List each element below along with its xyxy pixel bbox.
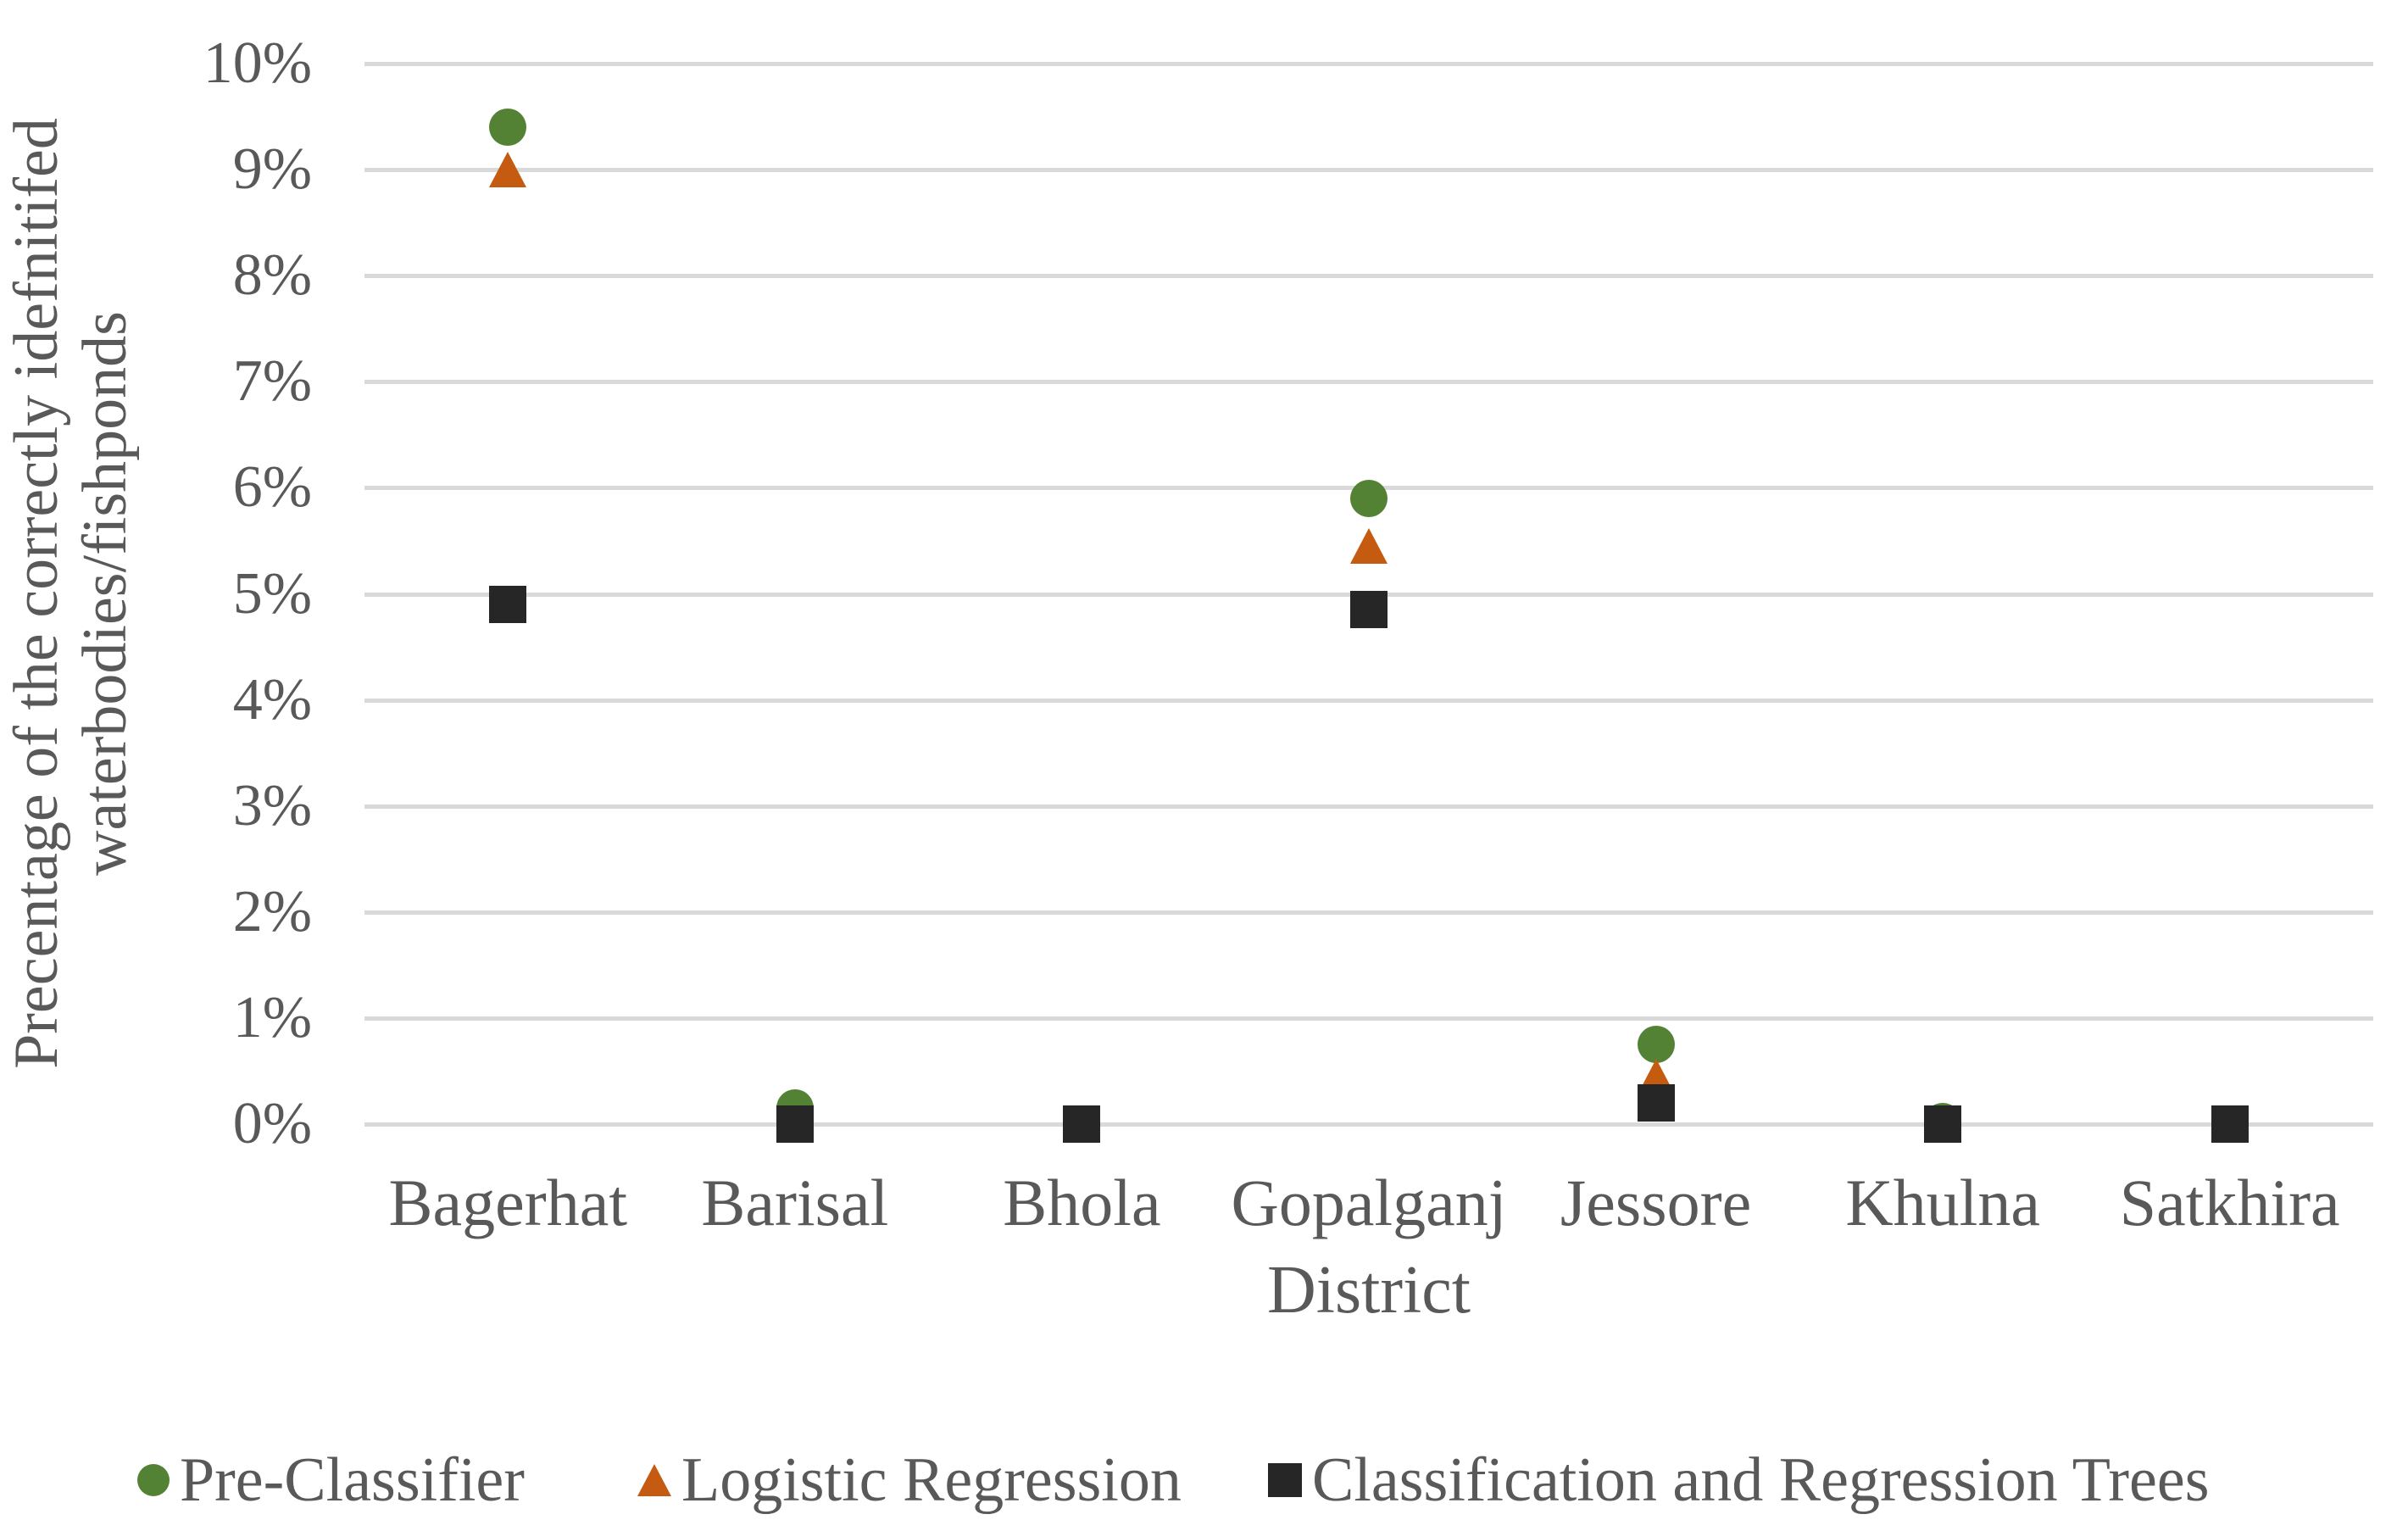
legend-label: Classification and Regression Trees (1312, 1445, 2210, 1515)
gridline-2 (364, 910, 2373, 915)
legend-square-icon (1268, 1463, 1302, 1497)
y-tick-8: 8% (232, 242, 312, 309)
x-label-satkhira: Satkhira (2119, 1166, 2340, 1239)
y-tick-0: 0% (232, 1091, 312, 1156)
x-label-gopalganj: Gopalganj (1231, 1166, 1507, 1239)
x-label-jessore: Jessore (1560, 1166, 1752, 1239)
point-logistic-regression-bagerhat (489, 152, 527, 188)
y-tick-4: 4% (232, 666, 312, 732)
y-tick-10: 10% (203, 31, 312, 96)
x-label-bhola: Bhola (1003, 1166, 1161, 1239)
plot-area (364, 62, 2373, 1143)
gridline-7 (364, 380, 2373, 385)
point-pre-classifier-jessore (1637, 1026, 1675, 1064)
y-tick-7: 7% (232, 348, 312, 415)
y-tick-2: 2% (232, 878, 312, 944)
point-pre-classifier-bagerhat (489, 109, 527, 147)
point-classification-and-regression-trees-gopalganj (1350, 591, 1388, 629)
legend-item-logistic-regression: Logistic Regression (637, 1446, 1182, 1514)
point-classification-and-regression-trees-bhola (1063, 1105, 1101, 1143)
legend-item-pre-classifier: Pre-Classifier (137, 1446, 525, 1514)
gridline-9 (364, 168, 2373, 173)
legend-label: Logistic Regression (681, 1445, 1182, 1515)
point-logistic-regression-gopalganj (1350, 528, 1388, 565)
y-tick-3: 3% (232, 772, 312, 838)
legend-label: Pre-Classifier (180, 1445, 525, 1515)
point-classification-and-regression-trees-barisal (776, 1105, 814, 1143)
point-pre-classifier-gopalganj (1350, 479, 1388, 517)
point-classification-and-regression-trees-bagerhat (489, 586, 527, 623)
y-tick-1: 1% (232, 984, 312, 1050)
y-tick-9: 9% (232, 136, 312, 203)
point-classification-and-regression-trees-satkhira (2211, 1105, 2249, 1143)
x-label-barisal: Barisal (701, 1166, 889, 1239)
y-axis-title-line1: Precentage of the correctly idefnitifed (2, 118, 71, 1069)
y-axis-title: Precentage of the correctly idefnitifed … (2, 0, 142, 1189)
y-axis-title-line2: waterbodies/fishponds (70, 311, 141, 876)
y-tick-6: 6% (232, 454, 312, 521)
gridline-10 (364, 62, 2373, 66)
x-label-khulna: Khulna (1845, 1166, 2040, 1239)
gridline-0 (364, 1122, 2373, 1127)
x-axis-title: District (1267, 1253, 1471, 1328)
gridline-3 (364, 804, 2373, 809)
legend-triangle-icon (637, 1464, 671, 1496)
legend-item-classification-and-regression-trees: Classification and Regression Trees (1268, 1446, 2210, 1514)
legend-circle-icon (137, 1464, 170, 1496)
point-classification-and-regression-trees-khulna (1924, 1105, 1962, 1143)
x-label-bagerhat: Bagerhat (388, 1166, 628, 1239)
gridline-4 (364, 698, 2373, 703)
gridline-8 (364, 274, 2373, 279)
y-tick-5: 5% (232, 560, 312, 626)
point-classification-and-regression-trees-jessore (1637, 1083, 1675, 1122)
gridline-1 (364, 1016, 2373, 1021)
